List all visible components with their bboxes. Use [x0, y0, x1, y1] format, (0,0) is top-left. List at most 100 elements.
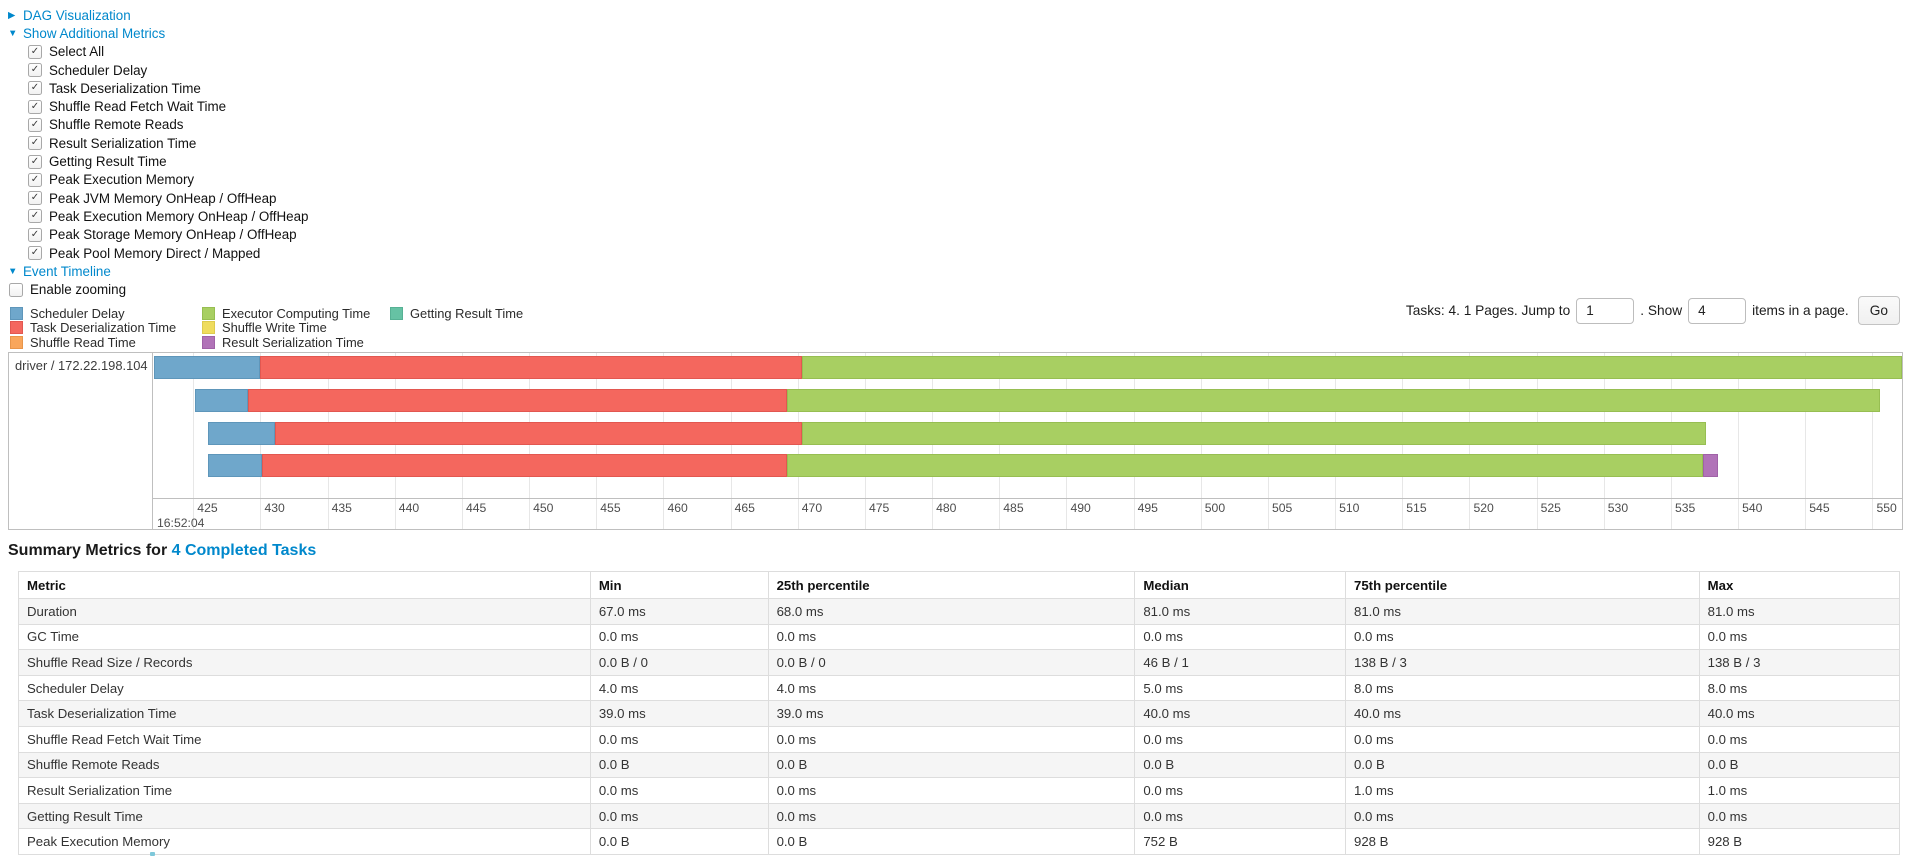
task-segment-executor-computing[interactable]	[787, 388, 1881, 412]
axis-tick-label: 425	[197, 501, 218, 515]
metric-value-cell: 0.0 B	[589, 751, 769, 779]
metric-checkbox[interactable]	[28, 209, 42, 224]
axis-tick-label: 470	[801, 501, 823, 515]
task-segment-scheduler-delay[interactable]	[154, 356, 261, 379]
task-segment-executor-computing[interactable]	[787, 454, 1704, 477]
metric-value-cell: 0.0 ms	[1134, 777, 1347, 804]
metric-checkbox[interactable]	[28, 81, 42, 96]
metric-value-cell: 0.0 B	[589, 828, 769, 855]
legend-swatch-task-deserialization-icon	[10, 321, 23, 335]
metric-checkbox-label: Peak Execution Memory	[49, 172, 195, 188]
metric-checkbox-row[interactable]: Peak Execution Memory OnHeap / OffHeap	[8, 207, 309, 225]
metric-value-cell: 5.0 ms	[1134, 674, 1347, 702]
task-segment-task-deserialization[interactable]	[260, 356, 802, 379]
table-column-header: Max	[1698, 571, 1901, 599]
metric-checkbox-row[interactable]: Select All	[8, 43, 309, 61]
metric-name-cell: Getting Result Time	[18, 802, 591, 830]
metric-checkbox-row[interactable]: Peak JVM Memory OnHeap / OffHeap	[8, 189, 309, 207]
metric-checkbox-row[interactable]: Scheduler Delay	[8, 61, 309, 79]
task-segment-scheduler-delay[interactable]	[208, 421, 276, 445]
legend-label: Executor Computing Time	[222, 305, 371, 321]
metric-checkbox-row[interactable]: Peak Execution Memory	[8, 171, 309, 189]
metric-value-cell: 0.0 ms	[1134, 802, 1347, 830]
metric-checkbox[interactable]	[28, 172, 42, 187]
pagination-summary-text: Tasks: 4. 1 Pages. Jump to	[1405, 303, 1571, 318]
metric-checkbox-row[interactable]: Shuffle Remote Reads	[8, 116, 309, 134]
metric-checkbox-list: Select All Scheduler Delay Task Deserializ…	[8, 43, 309, 263]
enable-zooming-row[interactable]: Enable zooming	[8, 280, 309, 298]
timeline-plot-area: 16:52:04 425 430 435 440 445 450 455 460 465 470 4…	[153, 353, 1902, 529]
metric-checkbox-label: Select All	[49, 44, 105, 60]
task-segment-task-deserialization[interactable]	[248, 388, 788, 412]
task-segment-executor-computing[interactable]	[801, 356, 1902, 379]
jump-to-page-input[interactable]	[1576, 297, 1635, 324]
metric-checkbox-row[interactable]: Peak Pool Memory Direct / Mapped	[8, 244, 309, 262]
event-timeline-toggle[interactable]: ▼ Event Timeline	[8, 262, 309, 280]
metric-checkbox-row[interactable]: Task Deserialization Time	[8, 79, 309, 97]
axis-major-tick-label: 16:52:04	[157, 516, 205, 529]
items-per-page-input[interactable]	[1688, 297, 1747, 324]
chevron-down-icon: ▼	[8, 265, 18, 277]
completed-tasks-link[interactable]: 4 Completed Tasks	[171, 542, 317, 559]
metric-checkbox-row[interactable]: Result Serialization Time	[8, 134, 309, 152]
metric-value-cell: 40.0 ms	[1345, 700, 1700, 727]
axis-tick-label: 495	[1137, 501, 1158, 515]
metric-value-cell: 46 B / 1	[1134, 649, 1347, 676]
metric-value-cell: 0.0 ms	[1345, 802, 1700, 830]
gridline	[1805, 353, 1807, 529]
metric-checkbox-row[interactable]: Getting Result Time	[8, 152, 309, 170]
pagination-show-text: . Show	[1640, 303, 1683, 318]
task-segment-result-serialization[interactable]	[1703, 454, 1718, 477]
metric-value-cell: 0.0 ms	[767, 725, 1136, 753]
metric-checkbox[interactable]	[28, 227, 42, 242]
task-segment-task-deserialization[interactable]	[275, 421, 802, 445]
table-header-row: Metric Min 25th percentile Median 75th perce…	[18, 571, 1901, 599]
timeline-group-label: driver / 172.22.198.104	[15, 358, 148, 373]
metric-checkbox[interactable]	[28, 99, 42, 114]
metric-value-cell: 40.0 ms	[1134, 700, 1347, 727]
metric-checkbox[interactable]	[28, 117, 42, 132]
metric-checkbox[interactable]	[28, 246, 42, 260]
metric-checkbox[interactable]	[28, 154, 42, 169]
metric-checkbox[interactable]	[28, 63, 42, 78]
partial-element-cutoff	[150, 852, 155, 856]
task-segment-executor-computing[interactable]	[801, 421, 1706, 445]
legend-column: Getting Result Time	[390, 306, 523, 350]
show-additional-metrics-toggle[interactable]: ▼ Show Additional Metrics	[8, 24, 309, 42]
task-segment-scheduler-delay[interactable]	[194, 388, 249, 412]
summary-title-text: Summary Metrics for	[8, 542, 172, 559]
dag-visualization-toggle[interactable]: ▶ DAG Visualization	[8, 6, 309, 24]
metric-checkbox[interactable]	[28, 44, 42, 59]
table-column-header: Median	[1134, 571, 1347, 599]
axis-tick-label: 530	[1607, 501, 1629, 515]
enable-zooming-checkbox[interactable]	[9, 282, 23, 297]
metric-checkbox-label: Getting Result Time	[49, 154, 167, 170]
table-column-header: Metric	[18, 571, 591, 599]
axis-tick-label: 460	[667, 501, 688, 515]
task-segment-scheduler-delay[interactable]	[208, 454, 262, 477]
axis-tick-label: 520	[1473, 501, 1494, 515]
timeline-task-row	[153, 356, 1902, 379]
metric-checkbox[interactable]	[28, 191, 42, 206]
metric-value-cell: 0.0 ms	[1698, 725, 1901, 753]
metric-name-cell: Shuffle Remote Reads	[18, 751, 591, 779]
timeline-task-row	[153, 388, 1902, 412]
legend-swatch-scheduler-delay-icon	[10, 306, 23, 320]
show-additional-metrics-link[interactable]: Show Additional Metrics	[23, 25, 166, 41]
controls-panel: ▶ DAG Visualization ▼ Show Additional Me…	[8, 6, 309, 299]
metric-checkbox-label: Task Deserialization Time	[49, 80, 201, 96]
dag-visualization-link[interactable]: DAG Visualization	[23, 7, 131, 23]
metric-value-cell: 4.0 ms	[589, 674, 769, 702]
metric-checkbox-label: Result Serialization Time	[49, 135, 197, 151]
table-row: Getting Result Time 0.0 ms 0.0 ms 0.0 ms 0.0…	[18, 802, 1901, 830]
chevron-right-icon: ▶	[8, 9, 16, 21]
metric-checkbox-row[interactable]: Shuffle Read Fetch Wait Time	[8, 97, 309, 115]
table-row: Peak Execution Memory 0.0 B 0.0 B 752 B 928 …	[18, 828, 1901, 855]
event-timeline-link[interactable]: Event Timeline	[23, 263, 111, 279]
legend-swatch-getting-result-icon	[390, 306, 403, 320]
metric-checkbox-row[interactable]: Peak Storage Memory OnHeap / OffHeap	[8, 226, 309, 244]
go-button[interactable]: Go	[1857, 296, 1900, 325]
metric-checkbox[interactable]	[28, 136, 42, 151]
task-segment-task-deserialization[interactable]	[261, 454, 788, 477]
